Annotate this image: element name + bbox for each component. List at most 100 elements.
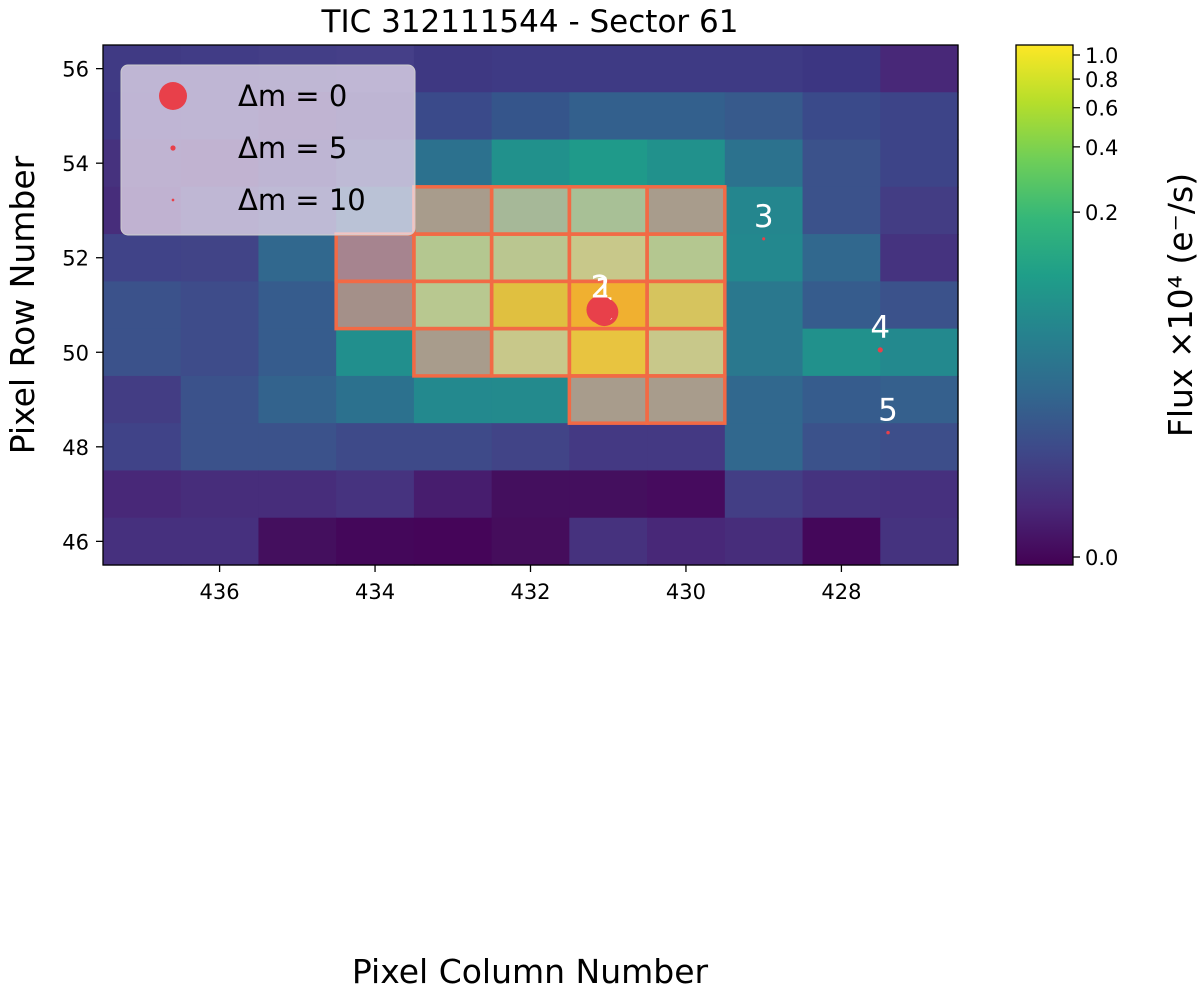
- heatmap-cell: [413, 234, 493, 282]
- heatmap-cell: [413, 423, 493, 472]
- east-label: E: [915, 770, 928, 794]
- star-marker: [886, 430, 890, 435]
- heatmap-cell: [336, 234, 415, 282]
- heatmap-cell: [258, 234, 337, 282]
- heatmap-cell: [647, 281, 726, 330]
- heatmap-cell: [258, 423, 337, 472]
- heatmap-cell: [647, 423, 726, 472]
- heatmap-cell: [491, 45, 570, 93]
- colorbar-gradient: [1015, 44, 1074, 566]
- heatmap-cell: [802, 234, 881, 282]
- heatmap-cell: [180, 517, 260, 566]
- aperture-pixel: [645, 374, 727, 425]
- heatmap-cell: [569, 517, 648, 566]
- heatmap-cell: [180, 375, 260, 424]
- heatmap-cell: [336, 423, 415, 472]
- heatmap-cell: [103, 328, 182, 377]
- heatmap-cell: [258, 375, 337, 424]
- heatmap-cell: [491, 92, 570, 141]
- heatmap-cell: [413, 328, 493, 377]
- heatmap-cell: [413, 470, 493, 519]
- heatmap-cell: [336, 470, 415, 519]
- heatmap-cell: [880, 281, 959, 330]
- heatmap-cell: [724, 423, 804, 472]
- heatmap-cell: [802, 186, 881, 235]
- colorbar-label: Flux ×10⁴ (e⁻/s): [1161, 173, 1200, 437]
- heatmap-plot: [103, 45, 959, 566]
- heatmap-cell: [336, 328, 415, 377]
- heatmap-cell: [569, 470, 648, 519]
- heatmap-cell: [569, 186, 648, 235]
- star-label: 4: [870, 310, 890, 346]
- colorbar-tick-label: 0.0: [1085, 546, 1118, 570]
- chart-title: TIC 312111544 - Sector 61: [321, 4, 739, 40]
- heatmap-cell: [491, 328, 570, 377]
- legend-marker: [170, 145, 176, 151]
- colorbar-tick-label: 1.0: [1085, 44, 1118, 68]
- heatmap-cell: [724, 139, 804, 188]
- y-tick-label: 54: [62, 152, 89, 176]
- heatmap-cell: [802, 423, 881, 472]
- heatmap-cell: [336, 281, 415, 330]
- heatmap-cell: [569, 139, 648, 188]
- star-label: 3: [754, 199, 774, 235]
- heatmap-cell: [724, 328, 804, 377]
- heatmap-cell: [569, 423, 648, 472]
- star-label: 2: [591, 270, 611, 306]
- heatmap-cell: [802, 375, 881, 424]
- heatmap-cell: [802, 139, 881, 188]
- heatmap-cell: [880, 92, 959, 141]
- heatmap-cell: [569, 328, 648, 377]
- heatmap-cell: [647, 139, 726, 188]
- star-marker: [877, 347, 883, 353]
- heatmap-cell: [491, 517, 570, 566]
- legend: Δm = 0 Δm = 5 Δm = 10: [120, 64, 416, 236]
- heatmap-cell: [724, 517, 804, 566]
- heatmap-cell: [180, 281, 260, 330]
- heatmap-cell: [413, 45, 493, 93]
- y-tick-label: 46: [62, 530, 89, 554]
- y-tick-label: 50: [62, 341, 89, 365]
- y-tick-label: 56: [62, 58, 89, 82]
- colorbar-tick-label: 0.4: [1085, 136, 1118, 160]
- heatmap-cell: [724, 375, 804, 424]
- y-axis-label: Pixel Row Number: [3, 155, 42, 454]
- legend-entry: Δm = 10: [238, 183, 366, 217]
- heatmap-cell: [103, 423, 182, 472]
- heatmap-cell: [880, 470, 959, 519]
- legend-marker: [159, 82, 187, 110]
- heatmap-cell: [802, 281, 881, 330]
- heatmap-cell: [491, 234, 570, 282]
- north-arrow-shaft: [773, 745, 802, 849]
- heatmap-cell: [180, 423, 260, 472]
- heatmap-cell: [491, 470, 570, 519]
- heatmap-cell: [880, 517, 959, 566]
- heatmap-cell: [413, 375, 493, 424]
- heatmap-cell: [724, 234, 804, 282]
- heatmap-cell: [569, 234, 648, 282]
- heatmap-cell: [258, 470, 337, 519]
- east-arrow-shaft: [800, 745, 901, 776]
- heatmap-cell: [647, 45, 726, 93]
- x-axis-label: Pixel Column Number: [352, 952, 709, 988]
- x-tick-label: 434: [355, 580, 395, 604]
- heatmap-cell: [103, 375, 182, 424]
- heatmap-cell: [491, 139, 570, 188]
- north-arrow-head: [771, 830, 785, 848]
- x-tick-label: 432: [510, 580, 550, 604]
- compass-rose: NE: [757, 745, 929, 877]
- heatmap-cell: [336, 375, 415, 424]
- heatmap-cell: [880, 45, 959, 93]
- heatmap-cell: [647, 470, 726, 519]
- heatmap-cell: [724, 281, 804, 330]
- heatmap-cell: [413, 517, 493, 566]
- heatmap-cell: [413, 186, 493, 235]
- legend-box: [120, 64, 416, 236]
- heatmap-cell: [258, 281, 337, 330]
- heatmap-cell: [724, 186, 804, 235]
- star-label: 5: [878, 393, 898, 429]
- x-tick-label: 436: [200, 580, 240, 604]
- heatmap-cell: [103, 234, 182, 282]
- aperture-mask: [334, 185, 727, 425]
